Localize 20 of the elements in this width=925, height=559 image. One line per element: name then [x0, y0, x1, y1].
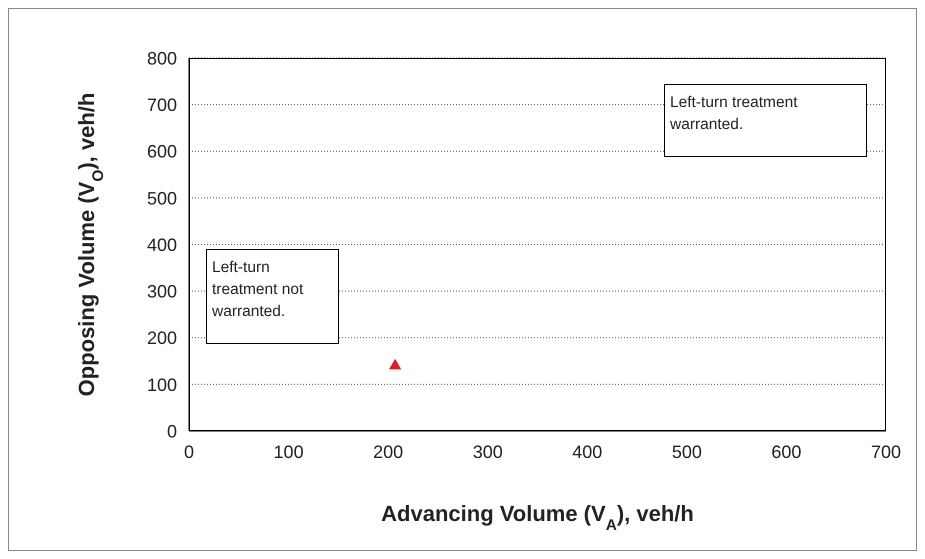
x-tick-label: 600 [771, 442, 802, 462]
y-tick-label: 500 [146, 188, 177, 208]
y-tick-label: 400 [146, 234, 177, 255]
y-tick-label: 200 [146, 328, 177, 348]
x-axis-title: Advancing Volume (V$_{A}$), veh/h [381, 501, 694, 534]
x-tick-label: 500 [672, 442, 702, 462]
text-box: Left-turn treatment warranted. [664, 84, 867, 157]
y-tick-label: 800 [146, 48, 177, 68]
y-tick-label: 100 [146, 374, 177, 395]
y-tick-label: 700 [146, 95, 177, 116]
y-tick-label: 0 [166, 421, 177, 442]
x-tick-label: 100 [274, 442, 304, 462]
y-tick-label: 300 [146, 282, 177, 302]
y-tick-label: 600 [146, 142, 177, 162]
x-tick-label: 300 [472, 442, 503, 462]
x-tick-label: 200 [373, 442, 404, 462]
x-tick-label: 0 [184, 442, 194, 462]
text-box: Left-turn treatment not warranted. [206, 249, 339, 344]
x-tick-label: 400 [572, 442, 602, 462]
x-tick-label: 700 [870, 442, 902, 462]
